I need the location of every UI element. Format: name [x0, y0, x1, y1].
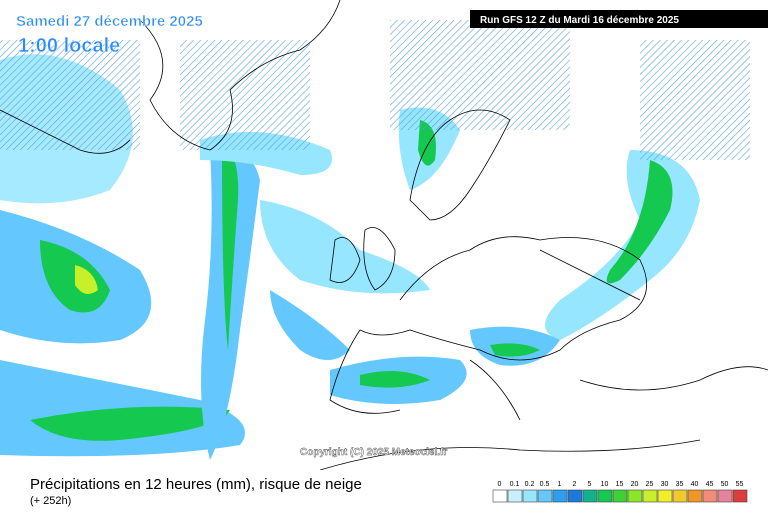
- legend-swatch: [492, 489, 508, 503]
- legend-swatch: [732, 489, 748, 503]
- run-info: Run GFS 12 Z du Mardi 16 décembre 2025: [480, 15, 679, 26]
- legend-label: 20: [631, 481, 639, 488]
- legend-label: 0.2: [525, 481, 535, 488]
- legend-label: 30: [661, 481, 669, 488]
- legend-label: 2: [573, 481, 577, 488]
- legend-swatch: [522, 489, 538, 503]
- legend-swatch: [657, 489, 673, 503]
- valid-date: Samedi 27 décembre 2025: [16, 13, 203, 30]
- legend-label: 40: [691, 481, 699, 488]
- legend-swatch: [567, 489, 583, 503]
- legend-swatch: [687, 489, 703, 503]
- legend-label: 25: [646, 481, 654, 488]
- legend-swatch: [597, 489, 613, 503]
- legend-label: 55: [736, 481, 744, 488]
- legend-label: 50: [721, 481, 729, 488]
- legend-swatch: [582, 489, 598, 503]
- lead-time: (+ 252h): [30, 495, 71, 507]
- footer-title: Précipitations en 12 heures (mm), risque…: [30, 476, 362, 493]
- legend-swatch: [537, 489, 553, 503]
- legend-label: 0: [498, 481, 502, 488]
- legend-swatch: [642, 489, 658, 503]
- legend-label: 5: [588, 481, 592, 488]
- legend-swatch: [627, 489, 643, 503]
- copyright: Copyright (C) 2025 Meteociel.fr: [300, 447, 447, 458]
- legend-label: 15: [616, 481, 624, 488]
- legend-swatch: [507, 489, 523, 503]
- legend-swatch: [612, 489, 628, 503]
- legend-label: 0.5: [540, 481, 550, 488]
- legend-swatch: [717, 489, 733, 503]
- precipitation: [0, 20, 750, 460]
- legend-label: 10: [601, 481, 609, 488]
- legend-label: 45: [706, 481, 714, 488]
- run-banner: [470, 10, 768, 28]
- coastlines: [0, 0, 768, 471]
- local-time: 1:00 locale: [18, 35, 120, 57]
- legend-label: 1: [558, 481, 562, 488]
- legend-label: 35: [676, 481, 684, 488]
- legend-label: 0.1: [510, 481, 520, 488]
- legend-swatch: [702, 489, 718, 503]
- color-legend: 0 0.1 0.2 0.5 1 2 5 10 15 20 25 30 35 40 45 50 55: [492, 481, 748, 503]
- legend-swatch: [552, 489, 568, 503]
- legend-swatch: [672, 489, 688, 503]
